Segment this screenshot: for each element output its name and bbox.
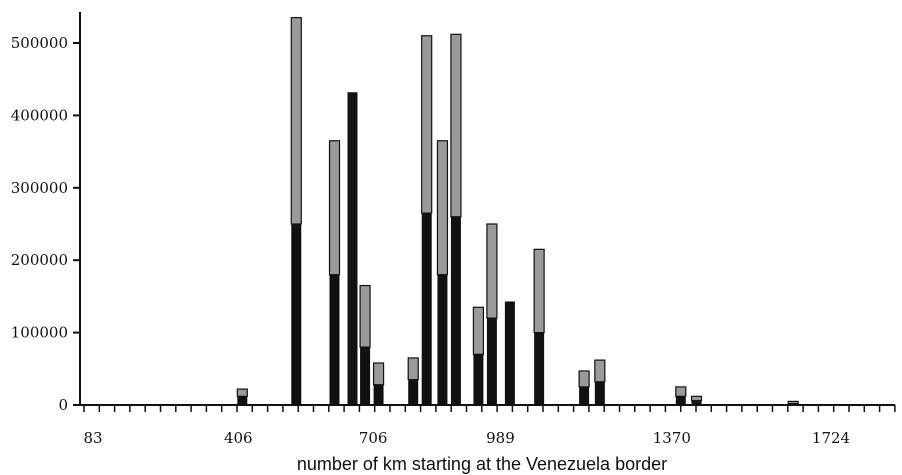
y-tick-label: 200000 (11, 251, 68, 269)
bar-lower-segment (450, 216, 461, 405)
x-axis-minor-ticks (83, 405, 896, 412)
bar-lower-segment (437, 274, 448, 405)
bar-lower-segment (534, 332, 545, 405)
bar-upper-segment (436, 140, 449, 276)
bar-lower-segment (347, 92, 358, 406)
bar-upper-segment (675, 386, 687, 397)
bar-upper-segment (450, 33, 462, 218)
x-tick-label: 83 (83, 429, 102, 447)
bar-upper-segment (486, 223, 498, 319)
bar-lower-segment (788, 403, 799, 405)
bar (533, 248, 545, 405)
bar (690, 395, 703, 405)
y-tick-label: 100000 (11, 324, 68, 342)
bar (407, 357, 419, 405)
bar-upper-segment (787, 400, 799, 405)
bar (290, 17, 302, 405)
bar-upper-segment (578, 370, 590, 388)
bar-upper-segment (407, 357, 419, 381)
bar (675, 386, 687, 405)
bar-upper-segment (533, 248, 545, 334)
y-axis-ticks: 0 100000 200000 300000 400000 500000 (11, 34, 80, 414)
bar-upper-segment (372, 362, 385, 386)
bar-lower-segment (473, 354, 484, 405)
x-axis-ticks: 83 406 706 989 1370 1724 (83, 429, 850, 447)
bar (421, 35, 433, 405)
bar-upper-segment (359, 284, 371, 348)
bar-upper-segment (290, 17, 302, 225)
bar-lower-segment (504, 301, 515, 405)
bar (486, 223, 498, 405)
bar-upper-segment (421, 35, 433, 214)
bar (372, 362, 385, 405)
bar (328, 140, 341, 405)
bars (236, 17, 799, 406)
bar (359, 284, 371, 405)
bar-lower-segment (421, 213, 432, 405)
x-axis-label: number of km starting at the Venezuela b… (297, 454, 667, 474)
bar-lower-segment (291, 224, 302, 405)
bar-lower-segment (237, 396, 248, 405)
bar-upper-segment (328, 140, 341, 276)
bar-lower-segment (691, 400, 702, 405)
bar (347, 92, 358, 406)
x-tick-label: 1724 (812, 429, 850, 447)
bar (594, 359, 606, 405)
y-tick-label: 500000 (11, 34, 68, 52)
bar-lower-segment (373, 384, 384, 405)
bar (472, 306, 485, 405)
bar-lower-segment (594, 381, 605, 405)
bar-lower-segment (486, 318, 497, 405)
bar-upper-segment (594, 359, 606, 383)
bar (504, 301, 515, 405)
bar (450, 33, 462, 405)
bar (787, 400, 799, 405)
x-tick-label: 989 (486, 429, 515, 447)
bar-lower-segment (329, 274, 340, 405)
y-tick-label: 300000 (11, 179, 68, 197)
y-tick-label: 0 (58, 396, 68, 414)
bar (236, 388, 248, 405)
bar-lower-segment (360, 347, 371, 405)
x-tick-label: 1370 (653, 429, 691, 447)
bar (578, 370, 590, 405)
x-tick-label: 406 (224, 429, 253, 447)
y-tick-label: 400000 (11, 106, 68, 124)
bar-upper-segment (236, 388, 248, 397)
bar-upper-segment (690, 395, 703, 402)
axes (79, 12, 896, 412)
bar (436, 140, 449, 405)
bar-lower-segment (579, 386, 590, 405)
bar-lower-segment (408, 379, 419, 405)
bar-lower-segment (675, 396, 686, 405)
bar-upper-segment (472, 306, 485, 355)
x-tick-label: 706 (359, 429, 388, 447)
